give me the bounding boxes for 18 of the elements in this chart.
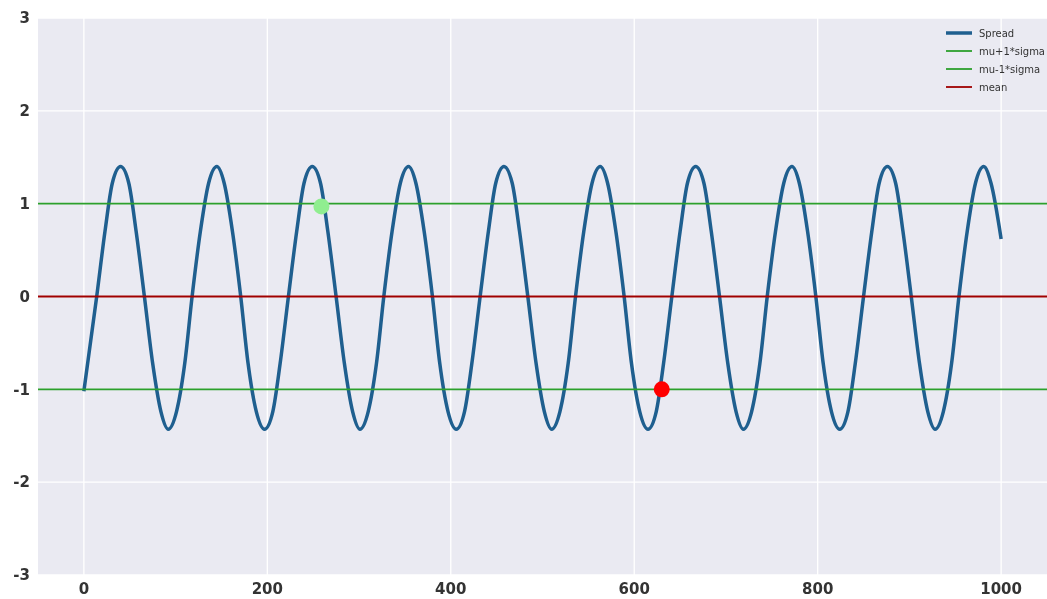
- legend-label: mean: [978, 81, 1008, 93]
- x-tick-label: 800: [802, 579, 834, 598]
- y-tick-label: 1: [19, 194, 30, 213]
- legend-label: mu+1*sigma: [978, 45, 1045, 57]
- x-tick-label: 1000: [980, 579, 1023, 598]
- x-tick-label: 200: [251, 579, 283, 598]
- y-tick-label: -1: [13, 380, 30, 399]
- y-tick-label: 3: [19, 9, 30, 28]
- legend-label: mu-1*sigma: [978, 63, 1041, 75]
- y-tick-label: -2: [13, 473, 30, 492]
- line-series: [82, 164, 1003, 431]
- y-tick-label: 2: [19, 102, 30, 121]
- y-tick-label: 0: [19, 287, 30, 306]
- x-tick-label: 400: [435, 579, 467, 598]
- y-tick-label: -3: [13, 566, 30, 585]
- legend-label: Spread: [978, 27, 1015, 39]
- x-tick-label: 0: [78, 579, 90, 598]
- x-tick-label: 600: [618, 579, 650, 598]
